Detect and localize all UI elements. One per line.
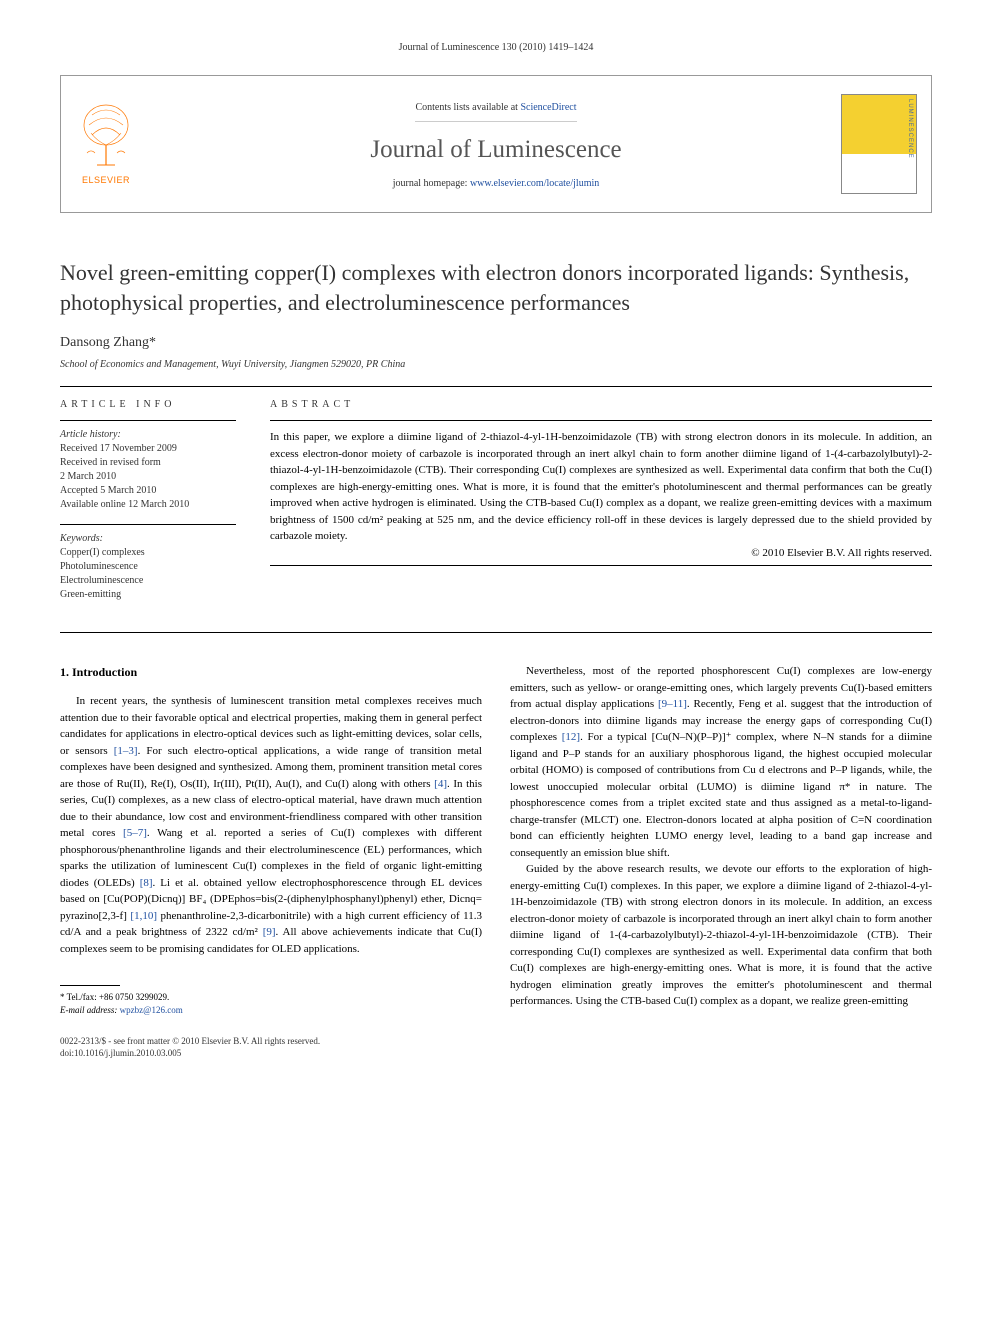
citation-link[interactable]: [9–11]	[658, 698, 687, 710]
info-divider	[60, 524, 236, 525]
body-columns: 1. Introduction In recent years, the syn…	[60, 663, 932, 1058]
section-heading: 1. Introduction	[60, 663, 482, 681]
history-line: Received 17 November 2009	[60, 442, 236, 456]
keywords-block: Keywords: Copper(I) complexes Photolumin…	[60, 533, 236, 602]
body-paragraph: In recent years, the synthesis of lumine…	[60, 693, 482, 957]
keyword: Green-emitting	[60, 588, 236, 602]
abstract-panel: abstract In this paper, we explore a dii…	[260, 399, 932, 614]
history-line: Accepted 5 March 2010	[60, 484, 236, 498]
author-line: Dansong Zhang*	[60, 335, 932, 351]
body-paragraph: Nevertheless, most of the reported phosp…	[510, 663, 932, 861]
abstract-bottom-divider	[270, 565, 932, 566]
author-name: Dansong Zhang	[60, 335, 149, 350]
footnote-divider	[60, 985, 120, 986]
body-paragraph: Guided by the above research results, we…	[510, 861, 932, 1010]
citation-link[interactable]: [1–3]	[114, 745, 138, 757]
history-label: Article history:	[60, 429, 236, 440]
contents-prefix: Contents lists available at	[415, 102, 520, 113]
footnote-email-label: E-mail address:	[60, 1005, 117, 1015]
history-line: Available online 12 March 2010	[60, 498, 236, 512]
sciencedirect-link[interactable]: ScienceDirect	[520, 102, 576, 113]
abstract-divider	[270, 420, 932, 421]
article-title: Novel green-emitting copper(I) complexes…	[60, 258, 932, 317]
article-info-head: article info	[60, 399, 236, 410]
citation-link[interactable]: [4]	[434, 778, 447, 790]
column-left: 1. Introduction In recent years, the syn…	[60, 663, 482, 1058]
keyword: Electroluminescence	[60, 574, 236, 588]
text-run: . For a typical [Cu(N–N)(P–P)]⁺ complex,…	[510, 731, 932, 859]
corresponding-author-mark: *	[149, 335, 156, 350]
citation-link[interactable]: [12]	[562, 731, 580, 743]
footnote-tel: Tel./fax: +86 0750 3299029.	[67, 992, 170, 1002]
section-divider	[60, 386, 932, 387]
history-line: 2 March 2010	[60, 470, 236, 484]
publisher-name: ELSEVIER	[82, 175, 130, 185]
corresponding-author-footnote: * Tel./fax: +86 0750 3299029. E-mail add…	[60, 991, 482, 1016]
footnote-mark: *	[60, 992, 65, 1002]
affiliation: School of Economics and Management, Wuyi…	[60, 359, 932, 370]
abstract-head: abstract	[270, 399, 932, 410]
footnote-email-link[interactable]: wpzbz@126.com	[120, 1005, 183, 1015]
citation-link[interactable]: [1,10]	[130, 910, 157, 922]
running-head: Journal of Luminescence 130 (2010) 1419–…	[60, 42, 932, 53]
citation-link[interactable]: [5–7]	[123, 827, 147, 839]
elsevier-tree-icon	[77, 103, 135, 171]
homepage-link[interactable]: www.elsevier.com/locate/jlumin	[470, 178, 599, 189]
keywords-label: Keywords:	[60, 533, 236, 544]
abstract-text: In this paper, we explore a diimine liga…	[270, 429, 932, 545]
homepage-prefix: journal homepage:	[393, 178, 470, 189]
keyword: Photoluminescence	[60, 560, 236, 574]
keyword: Copper(I) complexes	[60, 546, 236, 560]
article-info-panel: article info Article history: Received 1…	[60, 399, 260, 614]
journal-name: Journal of Luminescence	[161, 136, 831, 164]
column-right: Nevertheless, most of the reported phosp…	[510, 663, 932, 1058]
citation-link[interactable]: [8]	[140, 877, 153, 889]
front-matter-line: 0022-2313/$ - see front matter © 2010 El…	[60, 1035, 482, 1059]
publisher-logo: ELSEVIER	[61, 76, 151, 212]
journal-masthead: ELSEVIER Contents lists available at Sci…	[60, 75, 932, 213]
front-matter-text: 0022-2313/$ - see front matter © 2010 El…	[60, 1036, 320, 1046]
history-line: Received in revised form	[60, 456, 236, 470]
doi-text: doi:10.1016/j.jlumin.2010.03.005	[60, 1048, 181, 1058]
section-divider	[60, 632, 932, 633]
abstract-copyright: © 2010 Elsevier B.V. All rights reserved…	[270, 547, 932, 559]
article-history: Article history: Received 17 November 20…	[60, 429, 236, 512]
contents-line: Contents lists available at ScienceDirec…	[415, 102, 576, 122]
masthead-center: Contents lists available at ScienceDirec…	[151, 89, 841, 199]
journal-cover-thumbnail	[841, 94, 917, 194]
homepage-line: journal homepage: www.elsevier.com/locat…	[161, 178, 831, 189]
info-divider	[60, 420, 236, 421]
citation-link[interactable]: [9]	[263, 926, 276, 938]
